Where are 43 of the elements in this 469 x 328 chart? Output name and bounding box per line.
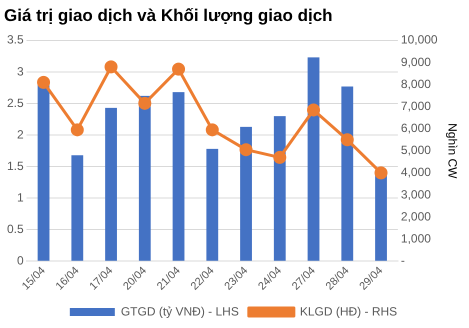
point <box>206 123 219 136</box>
y2-tick-label: - <box>400 254 405 268</box>
y2-tick-label: 7,000 <box>400 98 432 113</box>
point <box>340 133 354 146</box>
bar <box>105 108 117 261</box>
y-tick-label: 0.5 <box>6 222 24 236</box>
y2-tick-label: 10,000 <box>400 32 438 47</box>
y2-tick-label: 2,000 <box>400 209 432 224</box>
y2-tick-label: 1,000 <box>400 231 432 246</box>
legend-label: KLGD (HĐ) - RHS <box>300 304 398 318</box>
bar <box>138 96 151 261</box>
bar <box>38 84 50 261</box>
y2-tick-label: 8,000 <box>400 76 432 91</box>
point <box>273 150 286 164</box>
bar <box>172 92 184 261</box>
y2-axis-title: Nghìn CW <box>445 123 460 180</box>
point <box>172 62 186 76</box>
y2-tick-label: 9,000 <box>400 54 432 69</box>
y2-tick-label: 5,000 <box>400 143 432 158</box>
y-tick-label: 3.5 <box>6 32 24 47</box>
bar <box>341 86 354 261</box>
point <box>307 103 320 116</box>
point <box>70 123 84 136</box>
y2-tick-label: 3,000 <box>400 187 432 202</box>
bar <box>71 155 84 261</box>
y-tick-label: 3 <box>16 64 24 78</box>
point <box>374 166 388 180</box>
y2-tick-label: 4,000 <box>400 165 432 180</box>
legend-label: GTGD (tỷ VNĐ) - LHS <box>120 304 239 318</box>
y-tick-label: 0 <box>16 254 24 268</box>
bar <box>240 126 252 261</box>
y-tick-label: 1 <box>16 190 24 204</box>
point <box>37 76 50 89</box>
bar <box>308 57 320 261</box>
y2-tick-label: 6,000 <box>400 121 432 136</box>
y-tick-label: 2 <box>16 127 24 142</box>
point <box>240 143 253 156</box>
y-tick-label: 2.5 <box>6 96 24 110</box>
bar <box>206 148 218 261</box>
point <box>104 60 118 74</box>
y-tick-label: 1.5 <box>6 158 24 173</box>
point <box>138 96 152 110</box>
chart-title: Giá trị giao dịch và Khối lượng giao dịch <box>4 6 333 25</box>
